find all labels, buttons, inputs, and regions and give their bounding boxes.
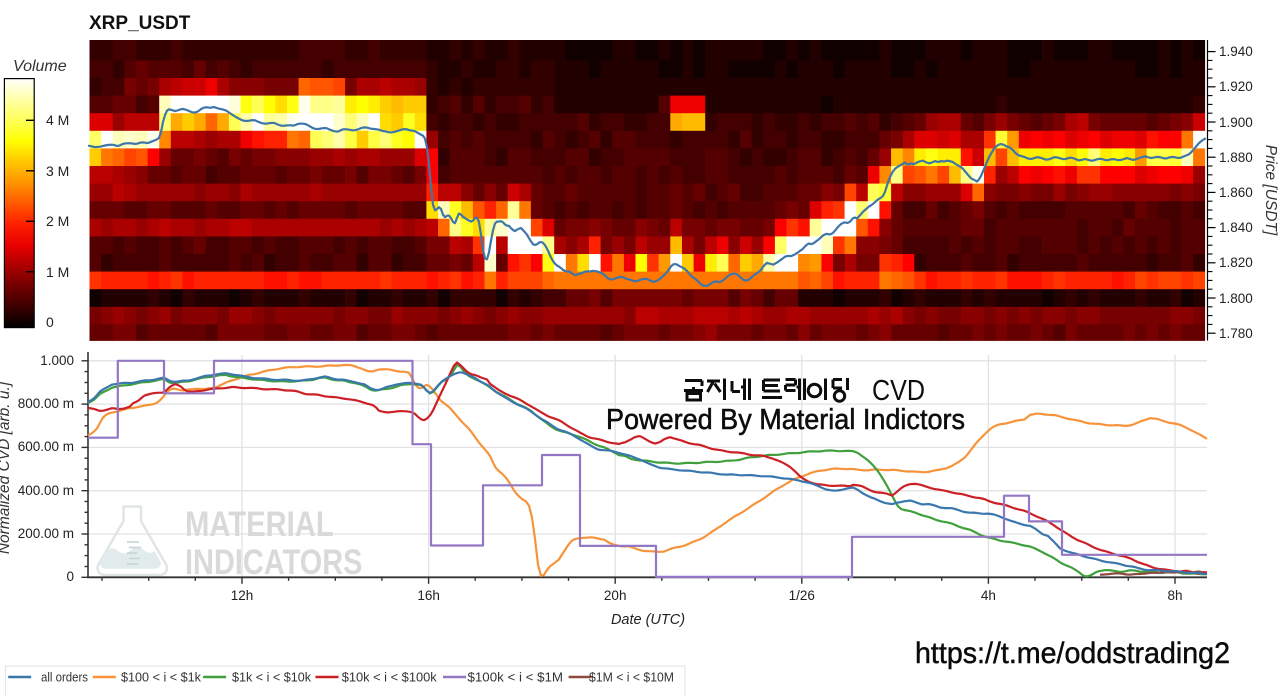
svg-text:MATERIAL: MATERIAL [185,505,334,544]
svg-text:$100k < i < $1M: $100k < i < $1M [468,670,564,685]
svg-text:$100 < i < $1k: $100 < i < $1k [121,670,201,685]
svg-text:https://t.me/oddstrading2: https://t.me/oddstrading2 [915,637,1230,670]
svg-text:Powered By Material Indictors: Powered By Material Indictors [606,404,965,436]
svg-text:all orders: all orders [41,670,88,685]
svg-text:CVD: CVD [872,375,925,407]
svg-text:$10k < i < $100k: $10k < i < $100k [342,670,437,685]
svg-text:INDICATORS: INDICATORS [185,543,363,582]
svg-text:Price [USDT]: Price [USDT] [1262,145,1279,236]
svg-text:Normalized CVD [arb. u.]: Normalized CVD [arb. u.] [0,381,13,554]
svg-text:$1M < i < $10M: $1M < i < $10M [589,670,674,685]
svg-text:$1k < i < $10k: $1k < i < $10k [232,670,311,685]
